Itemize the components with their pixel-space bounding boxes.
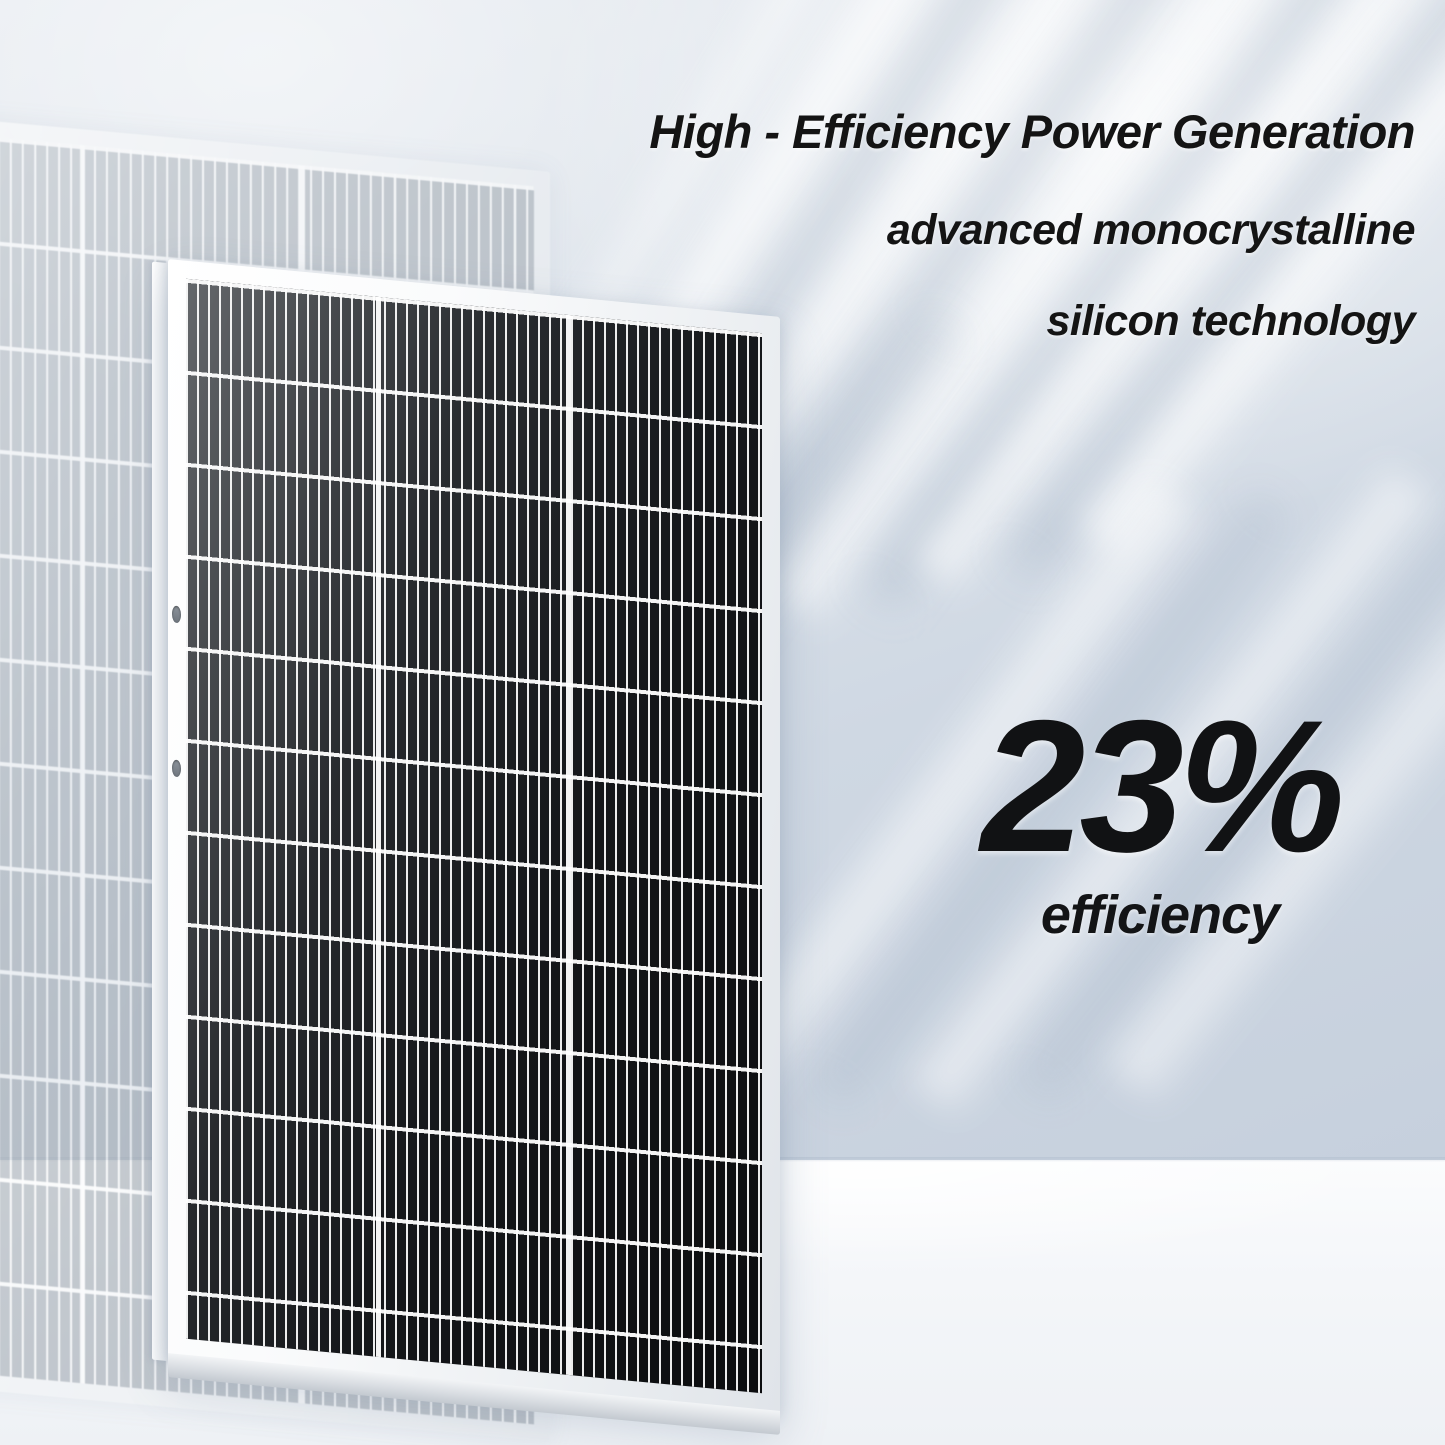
efficiency-stat: 23% efficiency xyxy=(975,681,1345,946)
stat-value: 23% xyxy=(980,681,1345,891)
page-title: High - Efficiency Power Generation xyxy=(649,105,1415,158)
marketing-copy: High - Efficiency Power Generation advan… xyxy=(595,108,1415,391)
foreground-solar-panel xyxy=(152,259,780,1435)
subtitle-line-1: advanced monocrystalline xyxy=(886,206,1416,254)
mounting-hole xyxy=(172,759,181,778)
stat-label: efficiency xyxy=(1040,884,1280,945)
panel-cell-array xyxy=(186,278,762,1394)
mounting-hole xyxy=(172,605,181,624)
cell-busbars xyxy=(186,279,762,1393)
subtitle-line-2: silicon technology xyxy=(1046,297,1416,345)
